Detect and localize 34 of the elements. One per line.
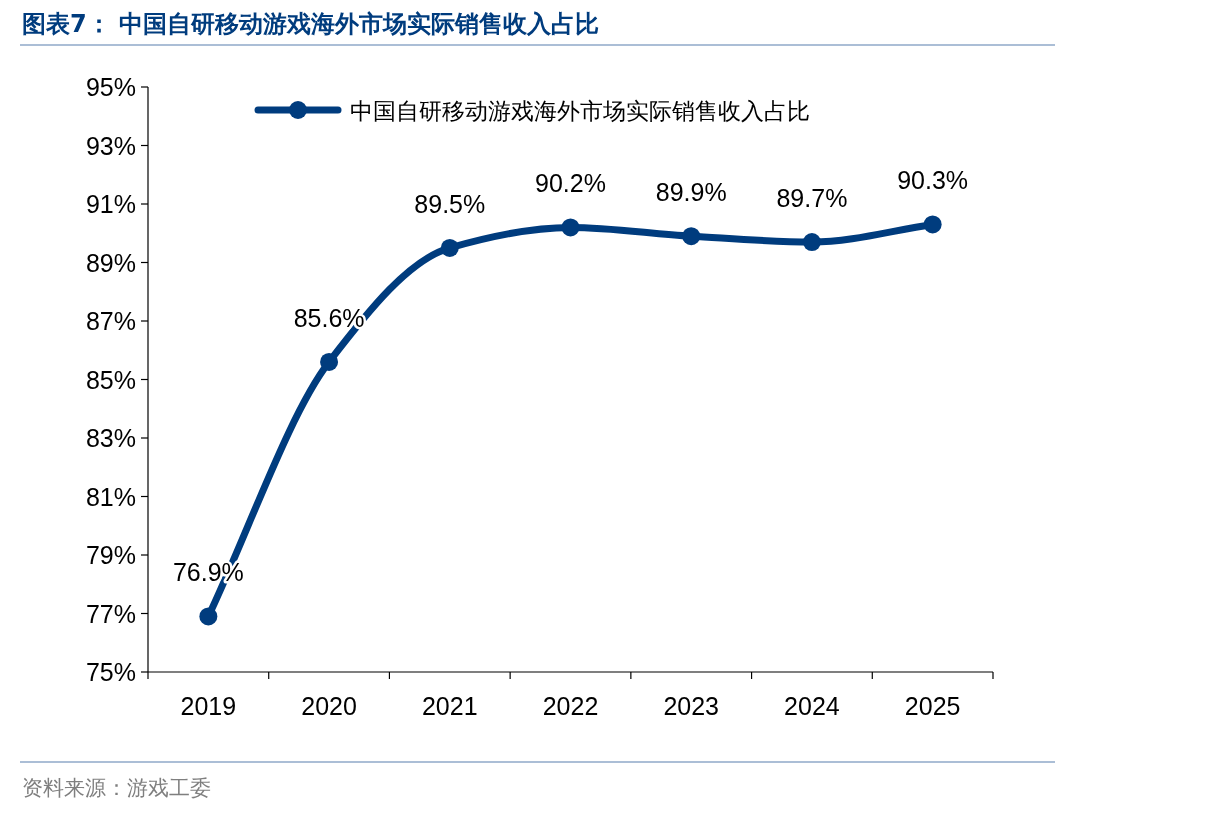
x-tick-label: 2022 xyxy=(542,692,599,720)
point xyxy=(199,607,218,626)
point xyxy=(682,227,701,246)
y-tick-label: 79% xyxy=(85,541,136,569)
y-tick-label: 81% xyxy=(85,482,136,511)
y-tick-label: 91% xyxy=(85,190,136,218)
legend: 中国自研移动游戏海外市场实际销售收入占比 xyxy=(254,98,810,124)
y-tick-label: 87% xyxy=(85,307,136,335)
data-label: 89.9% xyxy=(655,178,727,207)
x-tick-label: 2025 xyxy=(904,692,961,720)
point xyxy=(561,218,580,237)
y-tick-label: 95% xyxy=(85,73,136,101)
data-label: 89.7% xyxy=(776,184,848,213)
x-tick-label: 2019 xyxy=(180,692,237,720)
x-tick-label: 2021 xyxy=(421,692,478,720)
y-tick-label: 83% xyxy=(85,424,136,452)
annotation: 资料来源：游戏工委 xyxy=(22,776,211,800)
x-tick-label: 2020 xyxy=(301,692,357,720)
title: 图表7： 中国自研移动游戏海外市场实际销售收入占比 xyxy=(22,10,600,38)
data-label: 90.2% xyxy=(535,169,606,198)
point xyxy=(320,352,339,371)
data-label: 90.3% xyxy=(897,166,969,195)
point xyxy=(923,215,942,234)
y-tick-label: 93% xyxy=(85,131,136,160)
point xyxy=(802,233,821,252)
x-tick-label: 2024 xyxy=(784,692,840,720)
data-label: 89.5% xyxy=(414,189,486,218)
y-tick-label: 89% xyxy=(85,248,136,277)
point xyxy=(440,238,459,257)
x-tick-label: 2023 xyxy=(663,692,720,720)
y-tick-label: 77% xyxy=(85,599,136,628)
legend-label: 中国自研移动游戏海外市场实际销售收入占比 xyxy=(350,98,810,124)
y-tick-label: 75% xyxy=(85,658,136,686)
y-tick-label: 85% xyxy=(85,365,136,394)
